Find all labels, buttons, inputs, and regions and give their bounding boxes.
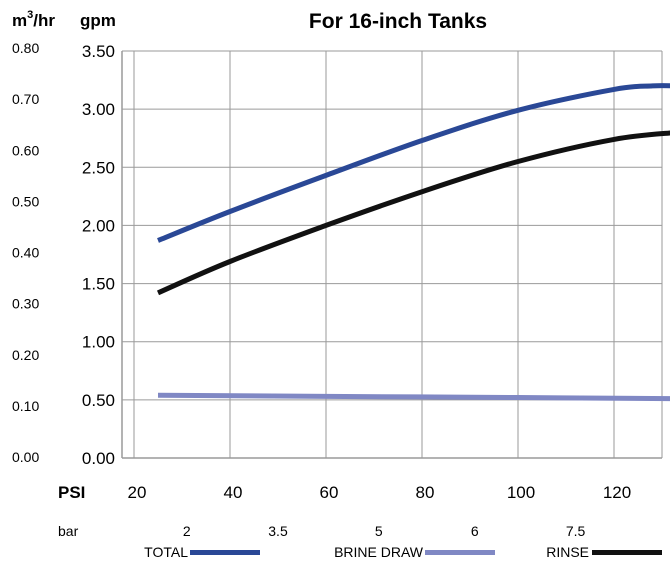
series-line-total [157, 83, 670, 243]
legend-swatch-rinse [592, 550, 662, 555]
x-tick-label: 20 [128, 483, 147, 502]
legend-label-rinse: RINSE [546, 544, 589, 560]
chart-title: For 16-inch Tanks [309, 10, 487, 33]
y-tick-label: 2.50 [82, 158, 115, 177]
bar-tick-label: 2 [183, 523, 191, 539]
bar-tick-label: 5 [375, 523, 383, 539]
y-tick-label: 3.50 [82, 42, 115, 61]
legend-label-brine-draw: BRINE DRAW [334, 544, 424, 560]
y-axis-ticks: 0.00 0.50 1.00 1.50 2.00 2.50 3.00 3.50 [82, 42, 115, 468]
bar-tick-label: 7.5 [566, 523, 586, 539]
legend: TOTAL BRINE DRAW RINSE [144, 544, 662, 560]
series-line-brine-draw [157, 392, 670, 402]
x-tick-label: 100 [507, 483, 535, 502]
y-tick-label: 2.00 [82, 216, 115, 235]
x-tick-label: 60 [320, 483, 339, 502]
x-tick-label: 80 [416, 483, 435, 502]
grid-lines [121, 50, 663, 459]
series-lines [156, 83, 670, 402]
y-tick-label: 0.00 [82, 449, 115, 468]
metric-unit-label: m3/hr [12, 9, 55, 30]
y-tick-label: 3.00 [82, 100, 115, 119]
metric-tick-label: 0.20 [12, 347, 39, 363]
metric-tick-label: 0.70 [12, 91, 39, 107]
bar-axis-label: bar [58, 523, 79, 539]
legend-swatch-brine-draw [425, 550, 495, 555]
y-tick-label: 1.50 [82, 275, 115, 294]
legend-swatch-total [190, 550, 260, 555]
legend-label-total: TOTAL [144, 544, 188, 560]
metric-tick-label: 0.80 [12, 40, 39, 56]
metric-tick-label: 0.60 [12, 142, 39, 158]
metric-tick-label: 0.00 [12, 449, 39, 465]
bar-tick-label: 6 [471, 523, 479, 539]
bar-tick-label: 3.5 [268, 523, 288, 539]
x-axis-label: PSI [58, 483, 85, 502]
metric-tick-label: 0.50 [12, 193, 39, 209]
y-tick-label: 0.50 [82, 391, 115, 410]
y-axis-metric-ticks: 0.00 0.10 0.20 0.30 0.40 0.50 0.60 0.70 0.80 [12, 40, 39, 465]
metric-tick-label: 0.10 [12, 398, 39, 414]
y-tick-label: 1.00 [82, 333, 115, 352]
imperial-unit-label: gpm [80, 11, 116, 30]
metric-tick-label: 0.30 [12, 296, 39, 312]
series-line-rinse [156, 130, 670, 296]
x-axis-ticks: 20 40 60 80 100 120 [128, 483, 632, 502]
metric-tick-label: 0.40 [12, 245, 39, 261]
x-tick-label: 40 [224, 483, 243, 502]
x-tick-label: 120 [603, 483, 631, 502]
bar-axis-ticks: 2 3.5 5 6 7.5 [183, 523, 586, 539]
